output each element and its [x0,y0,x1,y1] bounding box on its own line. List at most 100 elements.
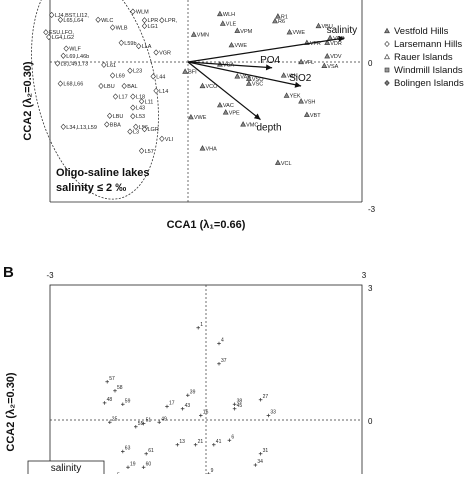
site-marker [63,45,69,52]
point-marker [157,420,161,425]
site-label: L59b [124,41,136,47]
site-marker [153,49,159,56]
site-marker [46,33,52,41]
site-label: VPE [229,110,240,116]
site-label: L68,L66 [63,82,83,88]
site-label: VPM [240,29,252,35]
site-label: YEK [290,94,301,100]
site-marker [324,39,331,45]
point-marker [144,451,148,456]
site-label: LGR [148,127,159,133]
panel-b-xtick-right: 3 [362,271,367,280]
panel-a-y-axis-title: CCA2 (λ₂=0.30) [22,61,34,141]
point-label: 59 [125,398,131,404]
site-label: LG1 [148,24,158,30]
point-label: 55 [138,421,144,427]
point-label: 34 [257,459,263,465]
panel-a-ytick-bottom: -3 [368,205,376,214]
point-marker [134,424,138,429]
env-vector-arrowhead [294,81,302,88]
site-marker [118,39,125,46]
site-marker [240,121,247,127]
site-label: R6 [278,19,285,25]
point-label: 17 [169,401,175,407]
site-label: L3 [133,130,139,136]
point-marker [199,413,203,418]
site-label: L8,L49,L73 [61,61,89,67]
site-marker [127,128,133,135]
env-vector-salinity [187,37,345,63]
site-label: WLM [136,10,149,16]
env-vector-label: salinity [327,25,358,36]
point-label: 43 [185,403,191,409]
site-marker [121,82,127,90]
point-label: 45 [237,403,243,409]
point-marker [227,438,232,443]
site-marker [43,29,49,36]
site-marker [60,52,67,59]
legend-marker [384,53,390,60]
site-marker [303,111,310,117]
point-marker [102,401,107,405]
site-marker [283,92,290,98]
site-marker [135,43,142,50]
site-marker [234,73,241,79]
site-marker [130,113,136,120]
panel-b-ytick-zero: 0 [368,417,373,426]
site-label: L11 [145,99,154,105]
site-marker [141,126,148,133]
site-marker [112,93,119,100]
legend-entry: Rauer Islands [394,52,453,63]
site-marker [48,11,55,19]
site-label: VSC [252,82,263,88]
site-marker [138,98,145,105]
site-label: BFI [188,70,197,76]
site-marker [141,17,148,24]
site-label: VSO [252,77,264,83]
site-label: VBT [310,113,321,119]
site-label: L69 [116,73,125,79]
site-marker [153,87,159,94]
site-label: WLH [223,12,235,18]
site-marker [298,98,305,104]
panel-a-ytick-zero: 0 [368,59,373,68]
site-label: VSA [327,64,338,70]
panel-b-xtick-left: -3 [46,271,54,280]
point-marker [212,442,216,447]
site-label: BBA [110,122,121,128]
legend-marker [384,67,390,73]
point-label: 9 [211,468,214,474]
point-label: 39 [190,389,196,395]
panel-b-letter: B [3,264,14,281]
legend-entry: Bolingen Islands [394,78,464,89]
point-marker [232,406,237,411]
site-marker [274,13,281,19]
site-marker [150,73,156,80]
site-label: BAL [127,84,137,90]
site-marker [60,123,67,130]
site-label: WLC [101,18,113,24]
site-marker [95,16,101,23]
point-marker [196,325,200,330]
site-label: VDR [330,41,342,47]
env-vector-arrowhead [265,64,273,71]
point-label: 63 [125,446,131,452]
point-label: 57 [109,376,115,382]
point-marker [105,379,109,384]
site-label: L18 [136,95,145,101]
site-marker [57,16,64,23]
env-vector-po4 [187,61,273,69]
site-label: L57 [145,149,154,155]
panel-a-x-axis-title: CCA1 (λ₁=0.66) [167,219,246,231]
site-marker [324,53,331,59]
point-label: 49 [161,416,167,422]
site-marker [101,61,107,68]
point-marker [141,421,146,426]
site-label: VCO [206,84,219,90]
site-label: WLF [69,47,81,53]
point-marker [258,397,263,402]
